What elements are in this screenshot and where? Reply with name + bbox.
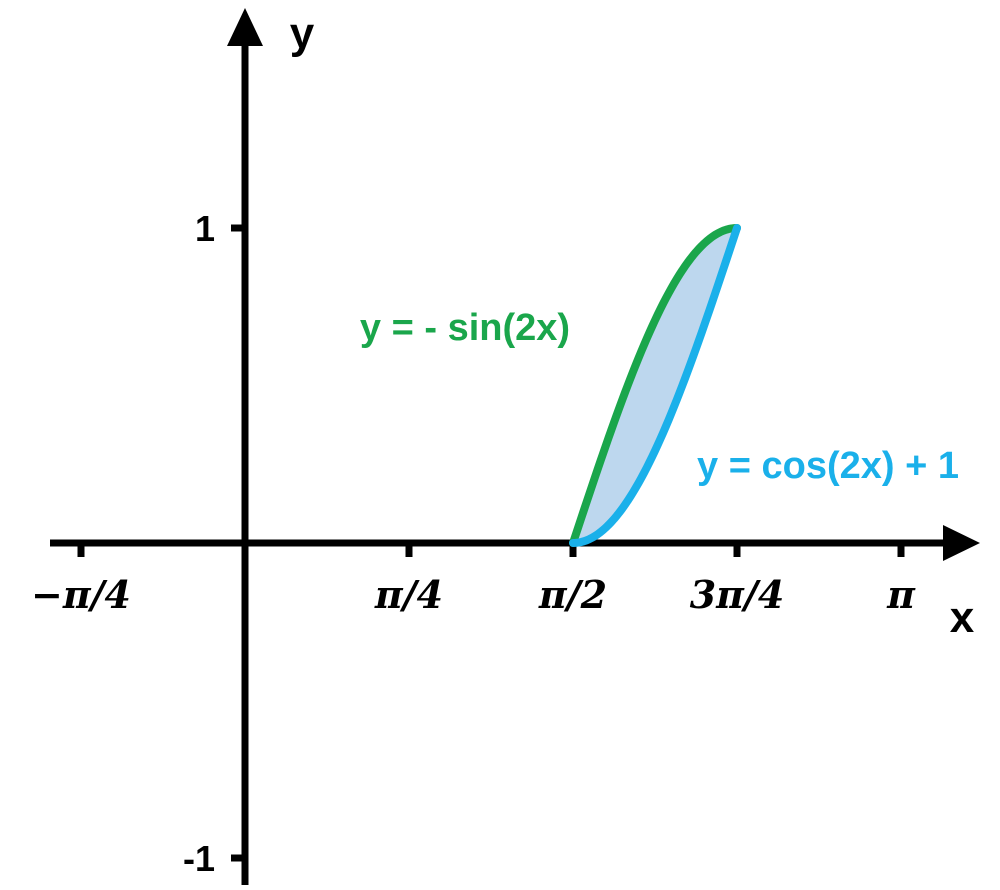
x-axis-arrow (943, 525, 980, 561)
y-tick-label: -1 (183, 838, 215, 879)
x-tick-label: 3π/4 (690, 572, 785, 617)
x-tick-label: π/4 (374, 572, 443, 617)
series-label-cos-2x-plus-1: y = cos(2x) + 1 (697, 445, 959, 487)
y-tick-label: 1 (195, 208, 215, 249)
x-tick-label: −π/4 (31, 572, 131, 617)
series-line-neg-sin-2x (569, 224, 741, 547)
x-axis-title: x (950, 593, 975, 642)
y-axis-arrow (227, 8, 263, 46)
axis-ticks: −π/4 π/4 π/2 3π/4 π 1 -1 (31, 208, 916, 879)
y-axis-title: y (290, 9, 315, 58)
shaded-area (573, 228, 737, 543)
series-line-cos-2x-plus-1 (569, 224, 741, 547)
x-tick-label: π (886, 572, 916, 617)
x-tick-label: π/2 (538, 572, 607, 617)
series-label-neg-sin-2x: y = - sin(2x) (360, 307, 570, 349)
